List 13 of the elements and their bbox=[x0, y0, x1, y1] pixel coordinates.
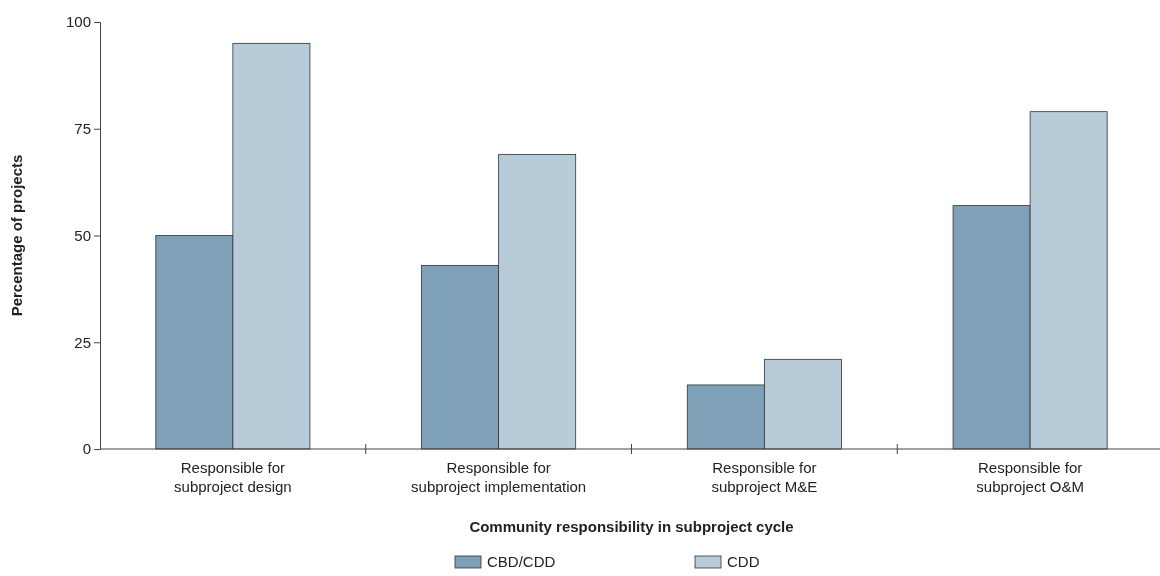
y-tick-label: 50 bbox=[74, 226, 91, 244]
x-tick-label: Responsible for subproject implementation bbox=[411, 459, 587, 495]
y-tick-label: 75 bbox=[74, 120, 91, 138]
x-axis-title: Community responsibility in subproject cycle bbox=[469, 518, 794, 535]
y-tick-label: 0 bbox=[82, 440, 91, 458]
x-tick-label: Responsible for subproject M&E bbox=[711, 459, 818, 495]
y-axis-title: Percentage of projects bbox=[8, 154, 25, 317]
y-tick-label: 25 bbox=[74, 333, 91, 351]
x-tick-label: Responsible for subproject design bbox=[174, 459, 292, 495]
y-tick-label: 100 bbox=[65, 13, 91, 31]
legend-label: CBD/CDD bbox=[487, 553, 556, 570]
x-tick-label: Responsible for subproject O&M bbox=[976, 459, 1084, 495]
legend-label: CDD bbox=[727, 553, 760, 570]
